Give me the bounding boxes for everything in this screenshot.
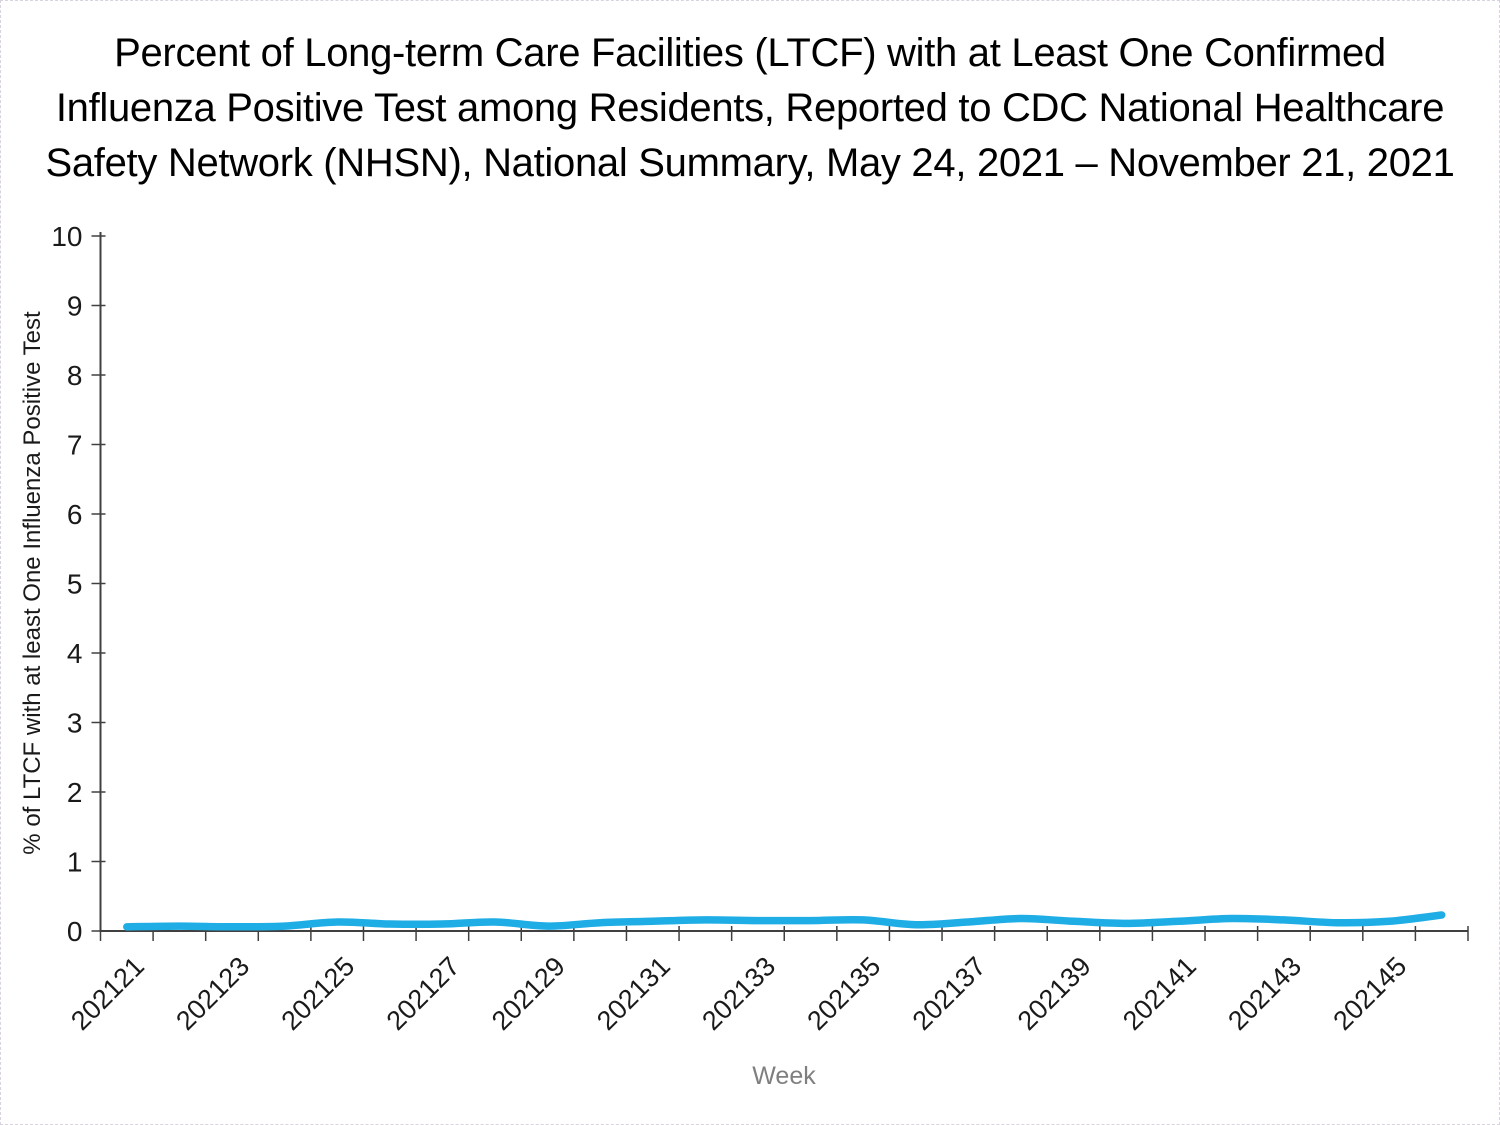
x-tick-label: 202133	[696, 951, 781, 1036]
x-tick-label: 202123	[170, 951, 255, 1036]
y-tick-label: 3	[67, 707, 83, 738]
y-tick-label: 8	[67, 360, 83, 391]
x-tick-label: 202141	[1117, 951, 1202, 1036]
x-tick-label: 202125	[275, 951, 360, 1036]
data-series	[123, 911, 1446, 931]
tick-marks	[91, 235, 1469, 941]
chart-title: Percent of Long-term Care Facilities (LT…	[0, 26, 1500, 191]
y-tick-label: 6	[67, 499, 83, 530]
y-tick-label: 10	[51, 221, 82, 252]
x-tick-label: 202139	[1012, 951, 1097, 1036]
influenza-percent-line	[123, 911, 1446, 931]
x-tick-label: 202131	[591, 951, 676, 1036]
x-tick-label: 202143	[1222, 951, 1307, 1036]
y-tick-label: 7	[67, 429, 83, 460]
y-tick-label: 1	[67, 846, 83, 877]
x-tick-label: 202127	[381, 951, 466, 1036]
chart-title-line-3: Safety Network (NHSN), National Summary,…	[45, 141, 1455, 185]
y-tick-label: 5	[67, 568, 83, 599]
y-tick-label: 4	[67, 638, 83, 669]
x-axis-title: Week	[752, 1062, 816, 1090]
x-tick-label: 202135	[801, 951, 886, 1036]
y-axis-title: % of LTCF with at least One Influenza Po…	[19, 311, 46, 855]
x-tick-label: 202121	[65, 951, 150, 1036]
y-tick-label: 2	[67, 777, 83, 808]
axes	[99, 232, 1468, 932]
y-tick-label: 9	[67, 290, 83, 321]
x-tick-label: 202137	[907, 951, 992, 1036]
chart-title-line-2: Influenza Positive Test among Residents,…	[55, 86, 1445, 130]
x-tick-label: 202145	[1327, 951, 1412, 1036]
x-tick-label: 202129	[486, 951, 571, 1036]
chart-title-line-1: Percent of Long-term Care Facilities (LT…	[114, 31, 1386, 75]
y-tick-label: 0	[67, 916, 83, 947]
